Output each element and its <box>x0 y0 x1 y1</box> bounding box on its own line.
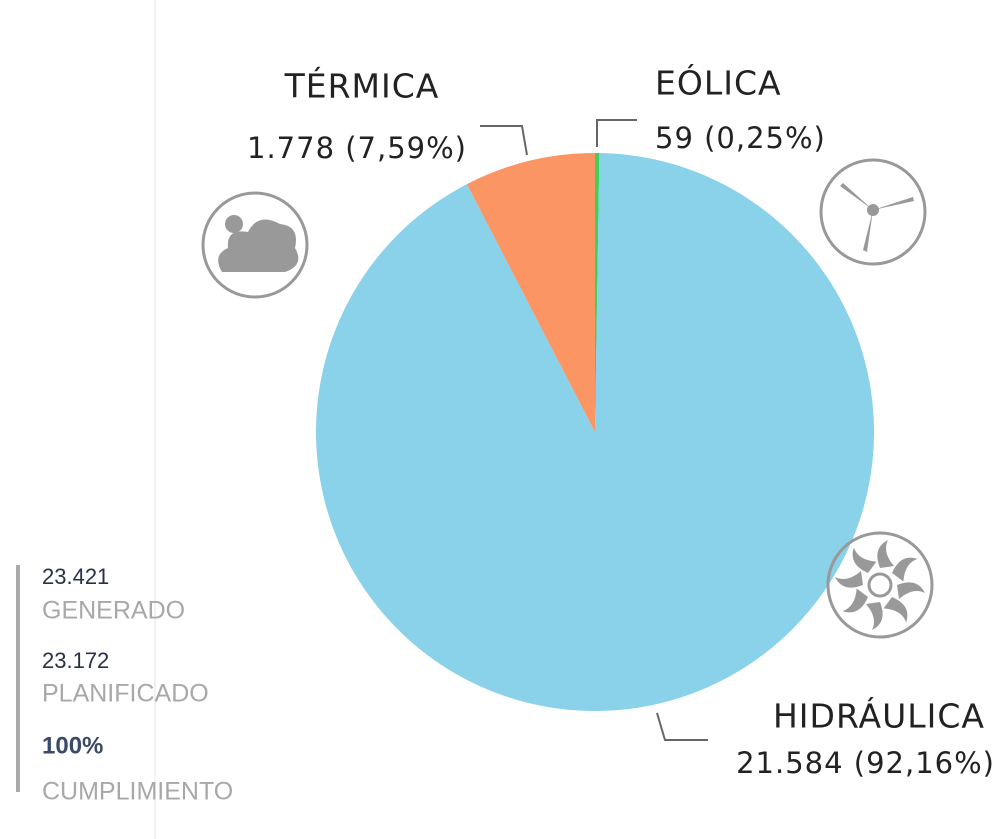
leader-line <box>596 119 637 147</box>
value-label: 21.584 (92,16%) <box>736 746 995 780</box>
leader-line <box>656 712 708 741</box>
summary-value: 100% <box>42 732 103 759</box>
pie-slice <box>466 153 595 432</box>
slice-label: HIDRÁULICA <box>773 696 985 736</box>
thermal-icon <box>201 191 309 299</box>
summary-label: CUMPLIMIENTO <box>42 778 233 806</box>
slice-label: TÉRMICA <box>284 66 440 106</box>
pie-slice <box>595 153 600 432</box>
wind-icon <box>819 158 927 266</box>
value-label: 59 (0,25%) <box>655 121 826 155</box>
value-label: 1.778 (7,59%) <box>247 131 467 165</box>
summary-label: PLANIFICADO <box>42 680 209 708</box>
leader-line <box>480 125 528 156</box>
pie-slice <box>315 153 874 712</box>
summary-value: 23.421 <box>42 564 109 589</box>
slice-label: EÓLICA <box>655 63 782 103</box>
hydro-icon <box>826 531 934 639</box>
pie <box>315 153 874 712</box>
summary-value: 23.172 <box>42 648 109 673</box>
summary-label: GENERADO <box>42 597 185 625</box>
